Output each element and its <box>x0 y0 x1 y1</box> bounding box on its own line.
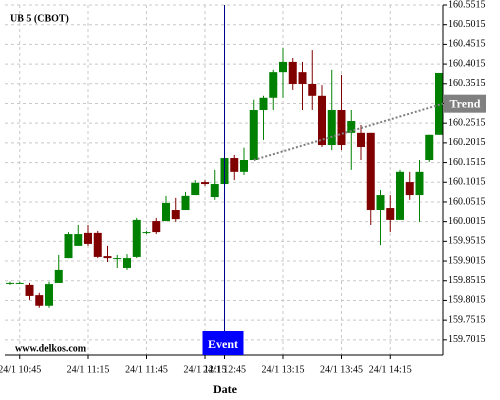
candle-body <box>376 195 385 211</box>
candle-body <box>366 132 375 211</box>
candle-body <box>45 284 53 306</box>
x-tick-label: 24/1 11:15 <box>67 364 110 375</box>
candle-body <box>54 269 63 283</box>
y-tick-label: 160.1515 <box>448 157 486 168</box>
candle-body <box>103 256 112 259</box>
x-tick-label: 24/1 13:15 <box>261 364 304 375</box>
candle-body <box>318 95 326 146</box>
candle-body <box>201 182 209 185</box>
overlay: Trend Event <box>202 5 486 355</box>
candle-body <box>347 121 356 133</box>
candle-body <box>191 182 200 196</box>
candle-body <box>327 109 336 146</box>
y-tick-label: 160.5015 <box>448 19 486 30</box>
candle-body <box>396 171 404 220</box>
candle-body <box>259 97 268 110</box>
trend-label-box <box>444 94 486 113</box>
x-tick-label: 24/1 10:45 <box>0 364 41 375</box>
x-tick-label: 24/1 11:45 <box>125 364 168 375</box>
x-tick-label: 24/1 13:45 <box>320 364 363 375</box>
y-tick-label: 160.4515 <box>448 39 486 50</box>
candle-body <box>337 109 346 146</box>
candle-body <box>249 109 258 161</box>
candle-body <box>35 295 44 306</box>
candle-body <box>171 210 180 220</box>
candle-body <box>181 195 190 211</box>
y-tick-label: 160.2515 <box>448 117 486 128</box>
y-tick-label: 159.8515 <box>448 275 486 286</box>
candle-body <box>25 284 34 296</box>
candle-body <box>123 258 131 268</box>
candle-body <box>6 282 14 284</box>
candle-body <box>240 160 248 172</box>
y-tick-label: 160.0515 <box>448 196 486 207</box>
x-axis-title: Date <box>213 382 238 396</box>
x-tick-label: 24/1 14:15 <box>369 364 412 375</box>
y-tick-label: 160.5515 <box>448 0 486 10</box>
candle-body <box>279 61 287 73</box>
candle-body <box>415 171 424 196</box>
event-label: Event <box>208 337 238 351</box>
x-tick-label: 24/1 12:45 <box>203 364 246 375</box>
y-tick-label: 160.2015 <box>448 137 486 148</box>
candle-body <box>142 232 151 234</box>
candle-body <box>269 72 278 98</box>
x-tick-label: 24/1 12:15 <box>183 364 226 375</box>
watermark: www.delkos.com <box>15 343 87 354</box>
candle-body <box>84 232 92 244</box>
y-tick-label: 160.0015 <box>448 216 486 227</box>
candle-body <box>386 208 395 220</box>
y-tick-label: 159.9015 <box>448 255 486 266</box>
candle-body <box>357 132 365 148</box>
candle-body <box>298 72 307 84</box>
candle-body <box>74 234 83 246</box>
candle-body <box>405 182 414 196</box>
candle-body <box>15 282 24 284</box>
y-tick-label: 160.1015 <box>448 177 486 188</box>
y-tick-label: 159.8015 <box>448 295 486 306</box>
event-label-box <box>202 331 244 355</box>
candle-body <box>64 234 73 259</box>
candle-body <box>308 83 317 96</box>
y-tick-label: 159.7015 <box>448 334 486 345</box>
y-tick-label: 159.9515 <box>448 236 486 247</box>
trend-label: Trend <box>450 96 481 110</box>
candle-body <box>152 221 161 233</box>
candle-body <box>93 232 102 257</box>
candle-body <box>210 184 219 198</box>
candle-body <box>113 258 122 260</box>
candle-body <box>288 61 297 84</box>
chart-title: UB 5 (CBOT) <box>10 13 69 24</box>
candle-body <box>162 202 170 222</box>
y-tick-label: 159.7515 <box>448 314 486 325</box>
candle-body <box>132 219 141 257</box>
candle-body <box>425 134 434 161</box>
candle-body <box>230 158 239 172</box>
trend-line <box>253 102 444 161</box>
y-tick-label: 160.4015 <box>448 58 486 69</box>
y-tick-label: 160.3515 <box>448 78 486 89</box>
